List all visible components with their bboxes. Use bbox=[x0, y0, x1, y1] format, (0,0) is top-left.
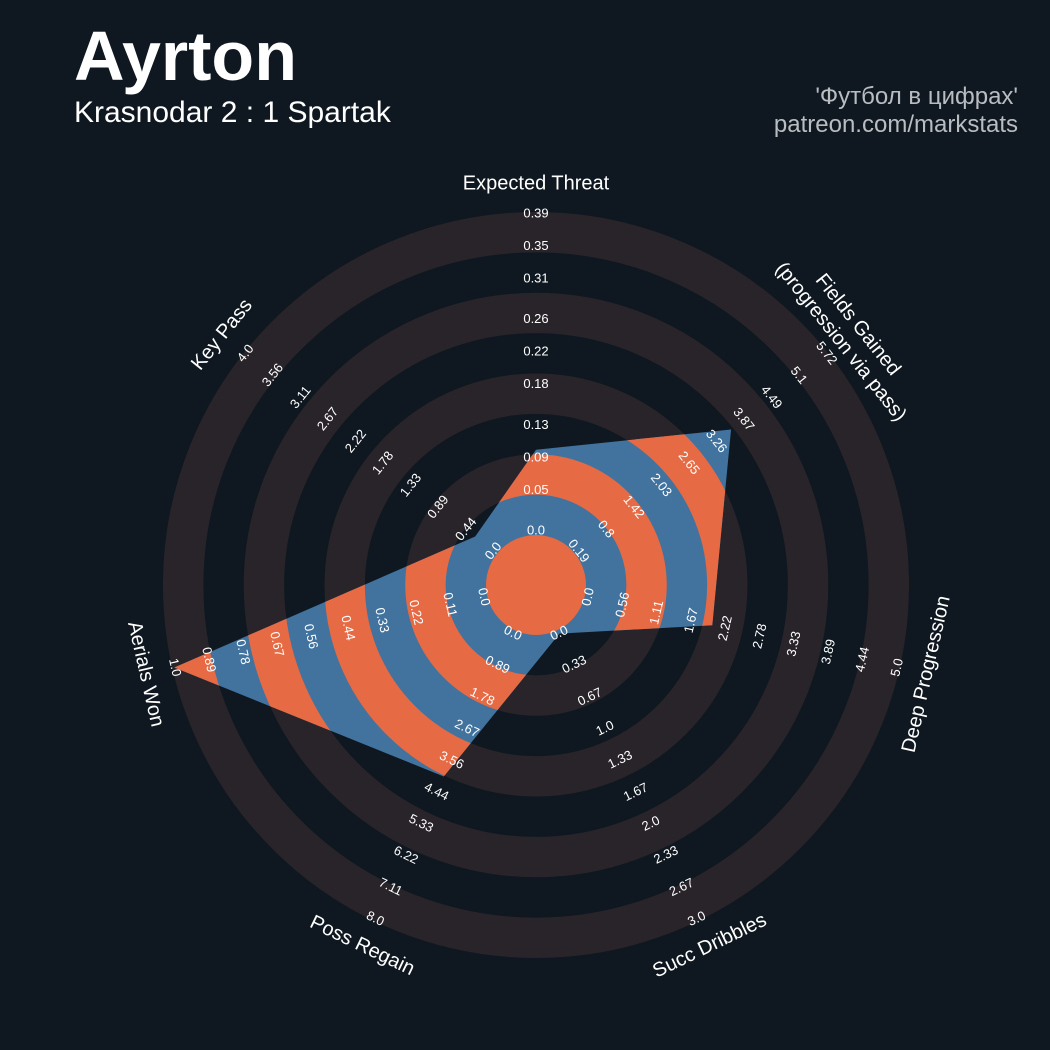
credit: 'Футбол в цифрах' bbox=[815, 83, 1018, 110]
tick-label: 1.0 bbox=[166, 657, 185, 678]
tick-label: 4.44 bbox=[852, 645, 872, 673]
tick-label: 0.39 bbox=[523, 205, 548, 220]
credit: patreon.com/markstats bbox=[774, 111, 1018, 138]
tick-label: 0.22 bbox=[523, 344, 548, 359]
tick-label: 3.89 bbox=[818, 638, 838, 666]
tick-label: 0.56 bbox=[612, 591, 632, 619]
tick-label: 0.0 bbox=[475, 586, 494, 607]
chart-title: Ayrton bbox=[74, 17, 297, 95]
tick-label: 3.0 bbox=[685, 908, 708, 929]
tick-label: 0.0 bbox=[578, 586, 597, 607]
tick-label: 0.0 bbox=[548, 622, 571, 643]
tick-label: 0.67 bbox=[267, 630, 287, 658]
ring bbox=[163, 212, 909, 958]
tick-label: 0.0 bbox=[502, 622, 525, 643]
tick-label: 0.78 bbox=[233, 638, 253, 666]
tick-label: 8.0 bbox=[364, 908, 387, 929]
tick-label: 1.0 bbox=[593, 717, 616, 738]
tick-label: 0.44 bbox=[338, 614, 358, 642]
tick-label: 0.18 bbox=[523, 376, 548, 391]
tick-label: 0.26 bbox=[523, 311, 548, 326]
tick-label: 2.0 bbox=[639, 812, 662, 833]
tick-label: 0.09 bbox=[523, 449, 548, 464]
tick-label: 2.78 bbox=[749, 622, 769, 650]
axis-label: Expected Threat bbox=[463, 172, 610, 194]
ring bbox=[324, 373, 748, 797]
tick-label: 0.05 bbox=[523, 482, 548, 497]
center-circle bbox=[486, 535, 586, 635]
tick-label: 0.89 bbox=[199, 646, 219, 674]
ring bbox=[243, 292, 829, 878]
tick-label: 0.35 bbox=[523, 238, 548, 253]
tick-label: 1.67 bbox=[681, 606, 701, 634]
tick-label: 0.11 bbox=[440, 591, 460, 618]
tick-label: 5.0 bbox=[887, 657, 906, 678]
chart-subtitle: Krasnodar 2 : 1 Spartak bbox=[74, 96, 392, 129]
tick-label: 0.31 bbox=[523, 270, 548, 285]
tick-label: 2.22 bbox=[715, 614, 735, 642]
tick-label: 0.33 bbox=[372, 606, 392, 634]
tick-label: 1.11 bbox=[646, 599, 666, 626]
radar-area bbox=[174, 429, 732, 777]
tick-label: 0.22 bbox=[406, 598, 426, 626]
tick-label: 0.56 bbox=[301, 622, 321, 650]
tick-label: 3.33 bbox=[783, 630, 803, 658]
tick-label: 0.0 bbox=[527, 522, 545, 537]
tick-label: 0.13 bbox=[523, 417, 548, 432]
